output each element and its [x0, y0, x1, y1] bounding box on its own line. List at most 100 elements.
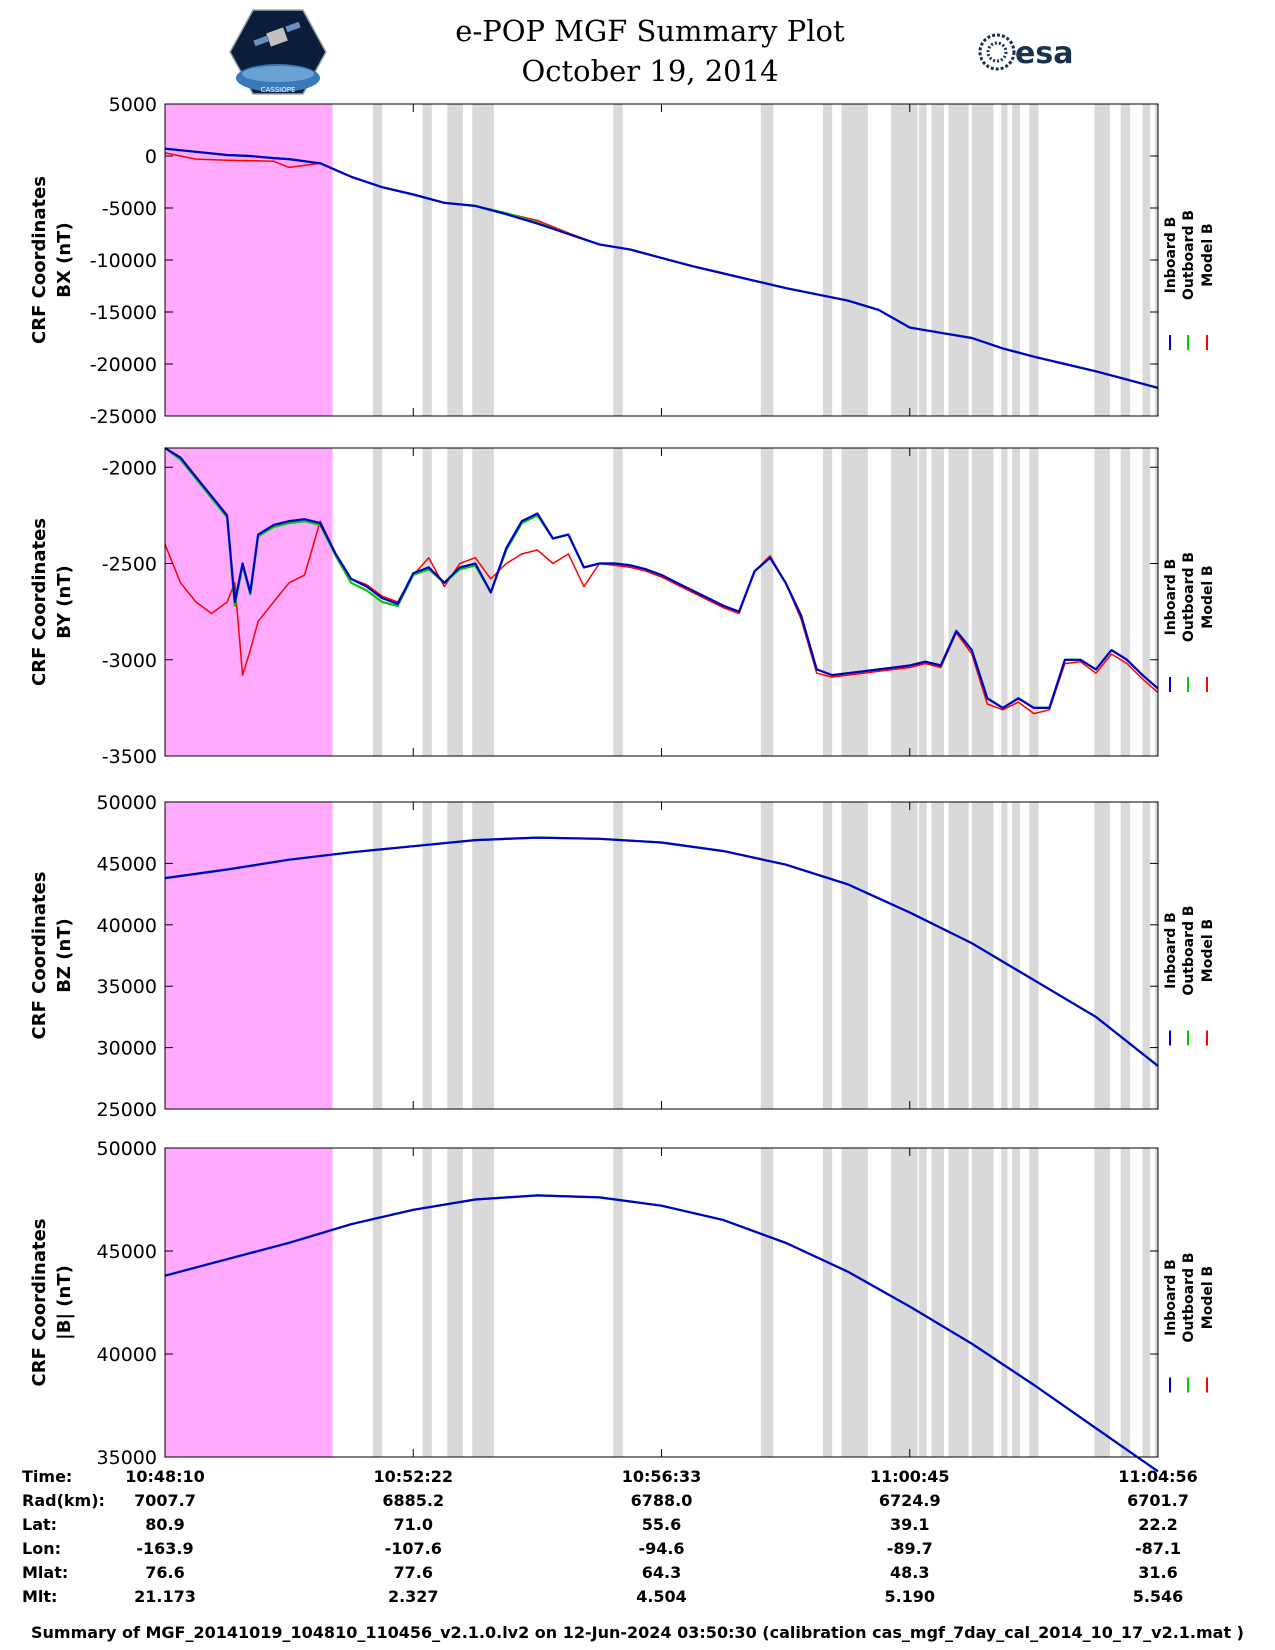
data-gap-band [1001, 448, 1008, 756]
data-gap-band [891, 802, 918, 1109]
legend-label: Inboard B [1163, 1259, 1179, 1336]
data-gap-band [971, 802, 994, 1109]
data-gap-band [1120, 802, 1131, 1109]
highlight-band [165, 1148, 333, 1457]
y-tick-label: 25000 [97, 1099, 157, 1121]
esa-logo-text: esa [1015, 36, 1073, 71]
data-gap-band [919, 1148, 927, 1457]
y-tick-label: 40000 [97, 1344, 157, 1366]
esa-logo: esa [978, 33, 1073, 71]
data-gap-band [372, 1148, 383, 1457]
data-gap-band [948, 104, 969, 416]
data-gap-band [422, 802, 432, 1109]
legend: Inboard B Outboard B Model B [1163, 210, 1216, 350]
cassiope-logo: CASSIOPE [229, 9, 327, 95]
data-gap-band [613, 1148, 623, 1457]
y-tick-label: -5000 [102, 198, 157, 220]
data-gap-band [931, 448, 944, 756]
y-axis-label-units: |B| (nT) [54, 1265, 75, 1340]
data-gap-band [422, 448, 432, 756]
legend-label: Model B [1200, 565, 1216, 628]
data-gap-band [822, 1148, 833, 1457]
data-gap-band [919, 104, 927, 416]
data-gap-band [1154, 1148, 1158, 1457]
data-gap-band [841, 104, 868, 416]
panel-4: 50000 45000 40000 35000 CRF Coordinates |B| (… [29, 1138, 1216, 1473]
data-gap-band [1142, 104, 1151, 416]
data-gap-band [948, 802, 969, 1109]
data-gap-band [760, 1148, 774, 1457]
y-tick-label: -10000 [90, 250, 157, 272]
data-gap-band [891, 104, 918, 416]
data-gap-band [1012, 1148, 1020, 1457]
data-gap-band [822, 802, 833, 1109]
data-gap-band [948, 448, 969, 756]
data-gap-band [1029, 448, 1039, 756]
legend-label: Outboard B [1181, 210, 1197, 300]
y-tick-label: -2500 [102, 554, 157, 576]
y-tick-label: -2000 [102, 457, 157, 479]
data-gap-band [891, 448, 918, 756]
y-axis-label: CRF Coordinates [29, 1219, 50, 1387]
data-gap-band [1120, 1148, 1131, 1457]
y-tick-label: 0 [145, 146, 157, 168]
highlight-band [165, 448, 333, 756]
data-gap-band [841, 448, 868, 756]
data-gap-band [1154, 448, 1158, 756]
data-gap-band [613, 448, 623, 756]
data-gap-band [931, 104, 944, 416]
data-gap-band [1142, 448, 1151, 756]
data-gap-band [931, 802, 944, 1109]
data-gap-band [1094, 448, 1110, 756]
panel-3: 50000 45000 40000 35000 30000 25000 CRF Coordi… [29, 792, 1216, 1121]
legend: Inboard B Outboard B Model B [1163, 905, 1216, 1046]
legend-label: Inboard B [1163, 912, 1179, 989]
data-gap-band [1094, 104, 1110, 416]
y-tick-label: -3500 [102, 746, 157, 768]
y-tick-label: -15000 [90, 302, 157, 324]
legend: Inboard B Outboard B Model B [1163, 1252, 1216, 1393]
data-gap-band [1142, 802, 1151, 1109]
y-tick-label: 5000 [109, 94, 157, 116]
data-gap-band [822, 448, 833, 756]
legend-label: Outboard B [1181, 1252, 1197, 1342]
y-axis-label-units: BX (nT) [54, 222, 75, 297]
data-gap-band [1142, 1148, 1151, 1457]
y-axis-label: CRF Coordinates [29, 518, 50, 686]
data-gap-band [613, 802, 623, 1109]
data-gap-band [1029, 104, 1039, 416]
footer-caption: Summary of MGF_20141019_104810_110456_v2… [31, 1623, 1244, 1642]
y-axis-label: CRF Coordinates [29, 872, 50, 1040]
y-tick-label: 50000 [97, 792, 157, 814]
data-gap-band [931, 1148, 944, 1457]
legend-label: Outboard B [1181, 905, 1197, 995]
data-gap-band [1120, 104, 1131, 416]
y-tick-label: 30000 [97, 1038, 157, 1060]
data-gap-band [1001, 1148, 1008, 1457]
y-axis-label-units: BY (nT) [54, 565, 75, 639]
data-gap-band [372, 802, 383, 1109]
data-gap-band [841, 802, 868, 1109]
legend-label: Model B [1200, 1266, 1216, 1329]
series-line-inboard [164, 1194, 1159, 1473]
y-axis-label-units: BZ (nT) [54, 918, 75, 993]
data-gap-band [760, 104, 774, 416]
data-gap-band [1094, 802, 1110, 1109]
data-gap-band [1120, 448, 1131, 756]
y-tick-label: 35000 [97, 976, 157, 998]
data-gap-band [760, 802, 774, 1109]
series-line-inboard [164, 147, 1159, 389]
legend-label: Outboard B [1181, 552, 1197, 642]
data-gap-band [422, 104, 432, 416]
chart-date: October 19, 2014 [521, 54, 779, 88]
series-line-inboard [164, 836, 1159, 1067]
chart-title: e-POP MGF Summary Plot [455, 14, 845, 48]
data-gap-band [919, 448, 927, 756]
cassiope-logo-text: CASSIOPE [261, 86, 296, 94]
data-gap-band [422, 1148, 432, 1457]
data-gap-band [1012, 802, 1020, 1109]
legend-label: Model B [1200, 919, 1216, 982]
y-tick-label: 45000 [97, 1241, 157, 1263]
data-gap-band [447, 104, 463, 416]
series-line-model [164, 520, 1159, 715]
